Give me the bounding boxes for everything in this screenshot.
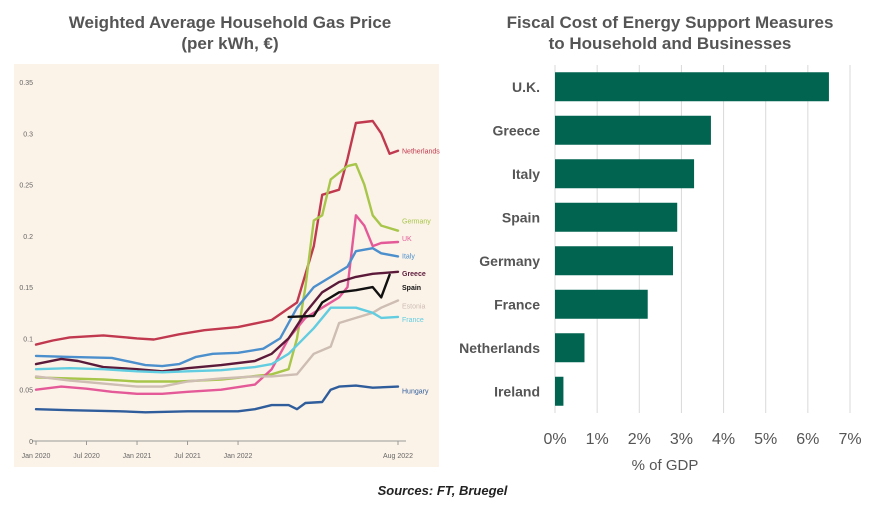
line-chart-title: Weighted Average Household Gas Price (pe… [20, 12, 440, 54]
series-line-italy [34, 247, 400, 368]
series-line-netherlands [34, 119, 400, 346]
bar-spain [555, 202, 678, 232]
series-line-estonia [34, 299, 400, 388]
bar-ireland [555, 376, 564, 406]
bar-france [555, 289, 648, 319]
bar-chart-subtitle: to Household and Businesses [548, 34, 792, 53]
bar-chart-x-tick-label: 3% [670, 431, 693, 448]
line-chart-subtitle: (per kWh, €) [181, 34, 279, 53]
series-line-greece [34, 270, 400, 373]
series-label-germany: Germany [402, 218, 431, 225]
source-note: Sources: FT, Bruegel [377, 483, 508, 498]
bar-category-label: Italy [512, 166, 540, 182]
bar-category-label: Germany [479, 253, 540, 269]
series-line-hungary [34, 384, 400, 414]
series-line-france [34, 306, 400, 374]
bar-chart-x-tick-label: 4% [712, 431, 735, 448]
bar-germany [555, 246, 673, 276]
line-chart-y-tick-label: 0.2 [23, 234, 33, 241]
bar-category-label: Netherlands [459, 340, 540, 356]
series-label-netherlands: Netherlands [402, 149, 440, 156]
bar-chart-x-tick-label: 1% [586, 431, 609, 448]
series-line-uk [34, 214, 400, 395]
line-chart-y-tick-label: 0.3 [23, 131, 33, 138]
line-chart-x-tick-label: Aug 2022 [383, 453, 413, 460]
series-label-estonia: Estonia [402, 304, 425, 311]
line-chart-x-tick-label: Jul 2021 [174, 453, 201, 460]
series-line-spain [287, 273, 391, 319]
bar-chart-title: Fiscal Cost of Energy Support Measures t… [470, 12, 870, 54]
line-chart-x-tick-label: Jan 2021 [123, 453, 152, 460]
bar-category-label: Ireland [494, 383, 540, 399]
bar-netherlands [555, 333, 585, 363]
bar-chart-title-main: Fiscal Cost of Energy Support Measures [506, 13, 834, 32]
line-chart-x-tick-label: Jan 2020 [22, 453, 51, 460]
bar-chart-x-tick-label: 6% [796, 431, 819, 448]
line-chart-title-main: Weighted Average Household Gas Price [68, 13, 392, 32]
bar-greece [555, 115, 711, 145]
bar-chart-x-tick-label: 5% [754, 431, 777, 448]
line-chart-x-tick-label: Jul 2020 [73, 453, 100, 460]
line-chart-background [14, 64, 439, 467]
series-label-italy: Italy [402, 253, 415, 260]
line-chart-x-tick-label: Jan 2022 [224, 453, 253, 460]
bar-chart-x-tick-label: 2% [628, 431, 651, 448]
bar-category-label: U.K. [512, 79, 540, 95]
line-chart-y-tick-label: 0.35 [19, 80, 33, 87]
series-label-uk: UK [402, 236, 412, 243]
bar-chart-x-tick-label: 0% [543, 431, 566, 448]
line-chart-y-tick-label: 0 [29, 439, 33, 446]
bar-chart-x-tick-label: 7% [838, 431, 861, 448]
line-chart-y-tick-label: 0.25 [19, 183, 33, 190]
bar-category-label: France [494, 296, 540, 312]
bar-italy [555, 159, 695, 189]
series-label-hungary: Hungary [402, 389, 429, 396]
line-chart-y-tick-label: 0.05 [19, 388, 33, 395]
bar-category-label: Spain [502, 209, 540, 225]
series-label-france: France [402, 317, 424, 324]
series-label-greece: Greece [402, 271, 426, 278]
bar-uk [555, 72, 829, 102]
series-label-spain: Spain [402, 285, 421, 292]
series-line-germany [34, 162, 400, 383]
line-chart-y-tick-label: 0.1 [23, 336, 33, 343]
line-chart-y-tick-label: 0.15 [19, 285, 33, 292]
bar-category-label: Greece [493, 122, 541, 138]
bar-chart-x-axis-label: % of GDP [632, 457, 699, 474]
